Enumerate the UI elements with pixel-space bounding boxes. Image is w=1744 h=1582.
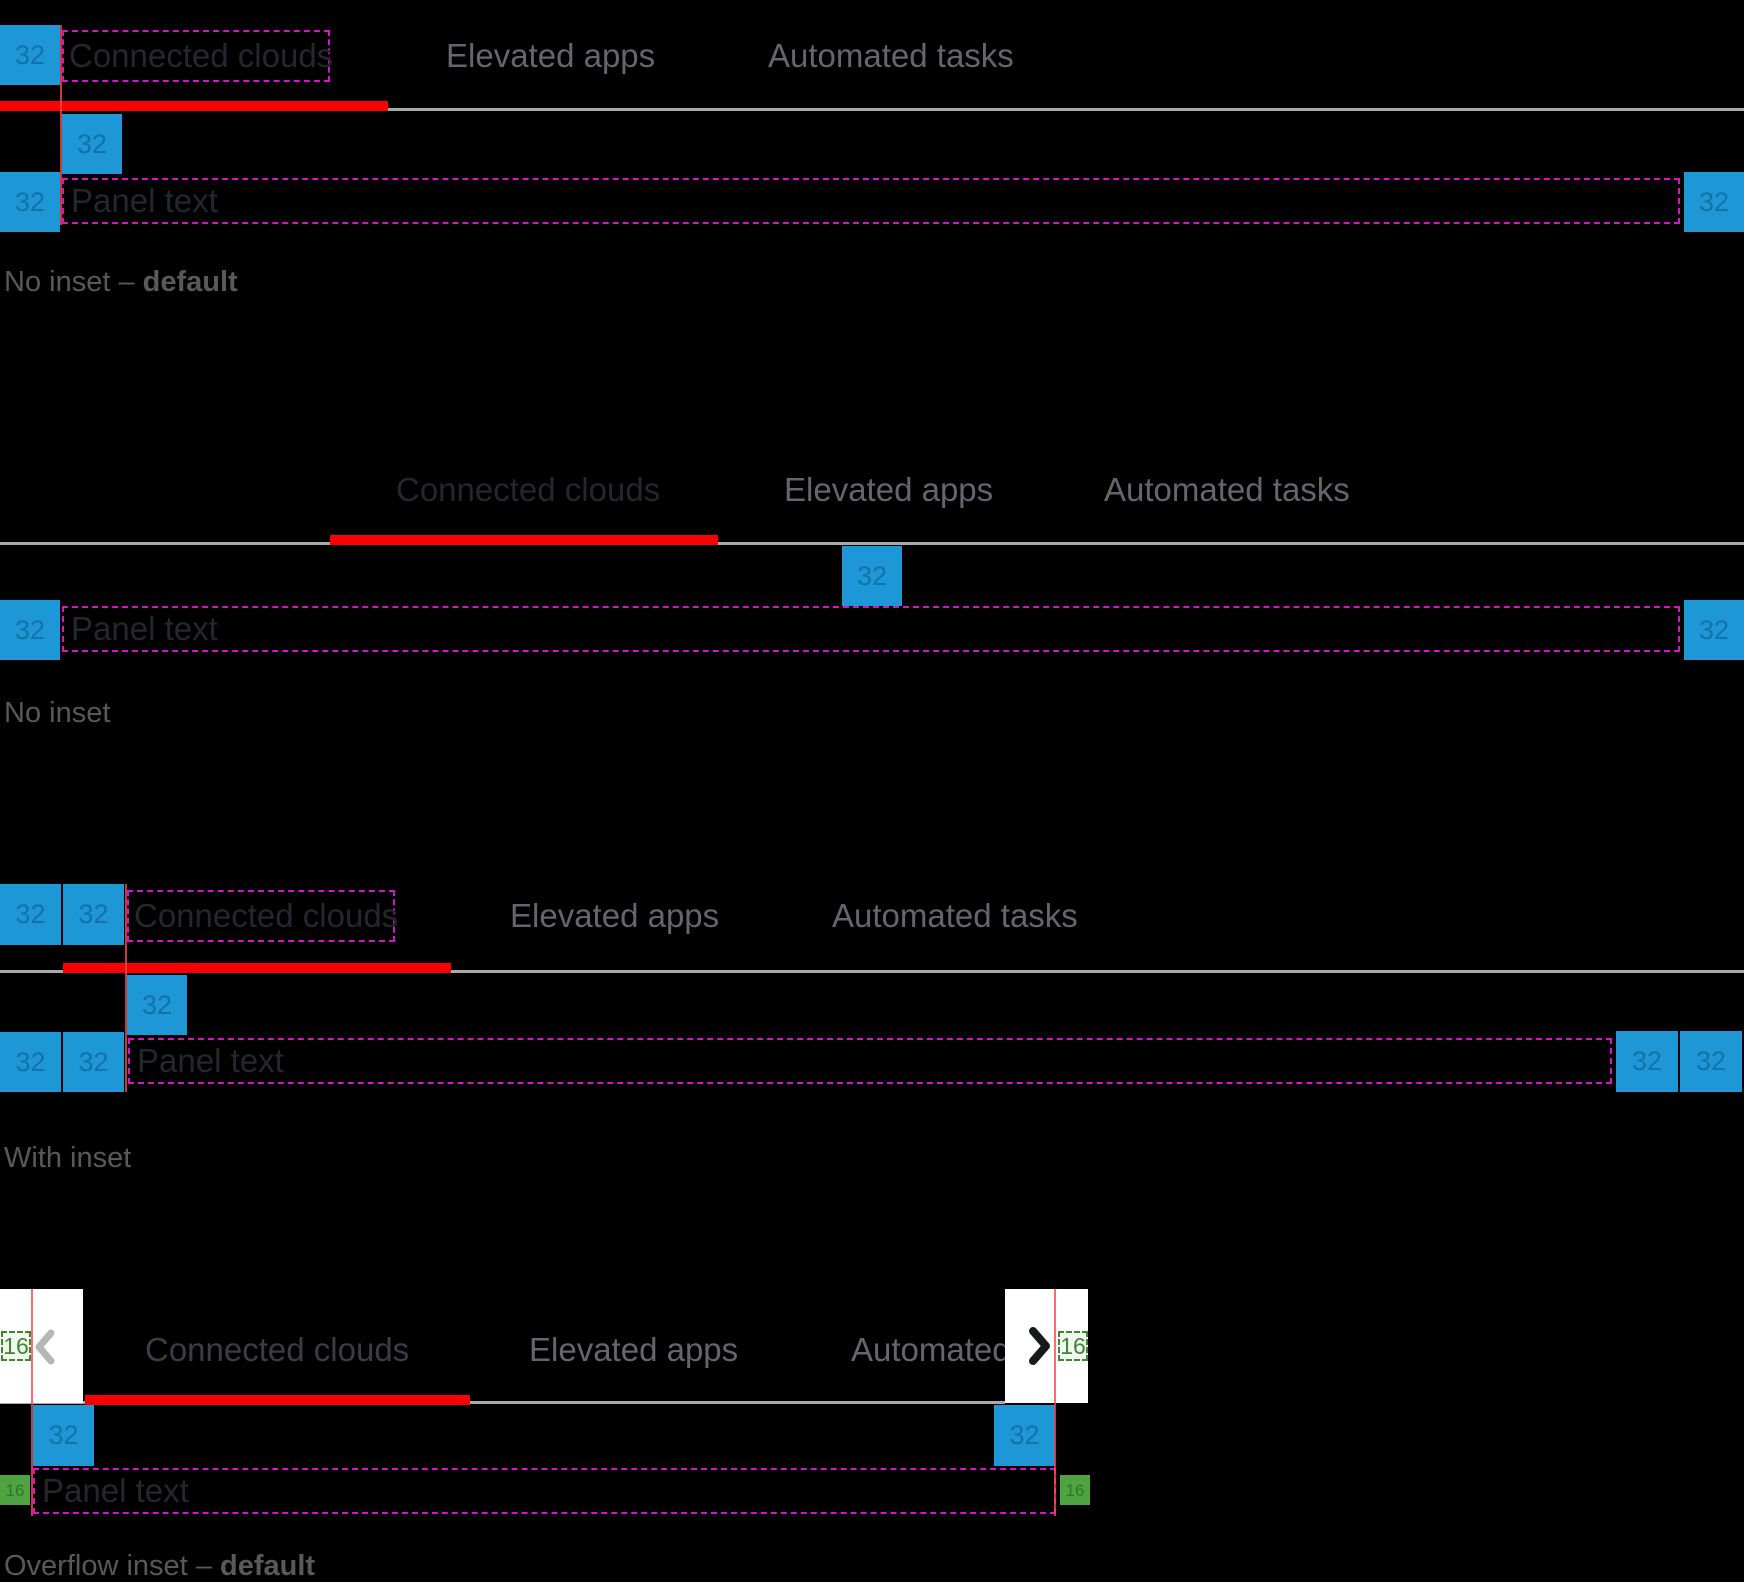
active-tab-underline	[63, 963, 451, 973]
spacer-value: 32	[14, 39, 46, 70]
panel-text: Panel text	[71, 610, 218, 647]
inset-value: 16	[1060, 1332, 1086, 1359]
section-label-bold: default	[142, 266, 238, 298]
spacer-32: 32	[62, 114, 122, 174]
tabs-border	[0, 108, 1744, 111]
panel-annotation-box: Panel text	[62, 606, 1680, 652]
measurement-line	[125, 884, 127, 1092]
active-tab-underline	[330, 535, 718, 545]
spacer-32: 32	[1684, 172, 1744, 232]
inset-value: 16	[3, 1332, 29, 1359]
spacer-value: 32	[1631, 1046, 1663, 1076]
measurement-line	[60, 25, 62, 225]
panel-annotation-box: Panel text	[128, 1038, 1612, 1084]
tabs-border	[0, 1401, 1005, 1404]
tab-automated-tasks[interactable]: Automated tasks	[832, 897, 1078, 934]
spacer-32: 32	[0, 172, 60, 232]
tab-elevated-apps[interactable]: Elevated apps	[529, 1331, 739, 1368]
spacer-32: 32	[33, 1405, 94, 1466]
section-label: With inset	[4, 1142, 131, 1174]
spacer-value: 32	[1695, 1046, 1727, 1076]
spacer-value: 32	[1009, 1420, 1040, 1450]
spacer-32: 32	[127, 975, 187, 1035]
tab-connected-clouds[interactable]: Connected clouds	[145, 1331, 410, 1368]
active-tab-underline	[85, 1395, 470, 1405]
tabs-border	[0, 970, 1744, 973]
tab-automated-tasks: Automated tasks	[851, 1331, 1005, 1368]
spacer-16: 16	[1060, 1475, 1090, 1505]
section-label: Overflow inset – default	[4, 1550, 315, 1582]
tab-label-annotation-box: Connected clouds	[62, 30, 334, 82]
tab-elevated-apps[interactable]: Elevated apps	[784, 471, 994, 508]
tab-connected-clouds[interactable]: Connected clouds	[396, 471, 661, 508]
spacer-value: 32	[1698, 614, 1730, 645]
spacer-value: 32	[15, 899, 46, 929]
spacer-32: 32	[0, 884, 61, 945]
tab-elevated-apps[interactable]: Elevated apps	[510, 897, 720, 934]
panel-text: Panel text	[137, 1042, 284, 1079]
angle-left-icon[interactable]	[32, 1329, 56, 1365]
measurement-line	[31, 1289, 33, 1516]
spacer-32: 32	[1684, 600, 1744, 660]
spacer-32: 32	[0, 25, 60, 85]
spacer-value: 32	[76, 128, 108, 159]
spacer-32: 32	[994, 1405, 1055, 1466]
tab-automated-tasks-clipped[interactable]: Automated tasks	[851, 1328, 1005, 1372]
section-label-text: With inset	[4, 1142, 132, 1174]
spacer-value: 32	[15, 1046, 46, 1077]
spacer-32: 32	[63, 1032, 124, 1092]
spacer-32: 32	[0, 600, 60, 660]
spacer-value: 32	[14, 186, 46, 217]
tab-elevated-apps[interactable]: Elevated apps	[446, 37, 656, 74]
tab-automated-tasks[interactable]: Automated tasks	[768, 37, 1014, 74]
spacer-32: 32	[63, 884, 124, 945]
angle-right-icon[interactable]	[1026, 1327, 1052, 1365]
tab-label-annotation-box: Connected clouds	[127, 890, 399, 942]
inset-annotation-box: 16	[1, 1331, 31, 1361]
spacer-value: 16	[5, 1480, 25, 1500]
active-tab-underline	[0, 101, 388, 111]
tabs-border	[0, 542, 1744, 545]
tab-connected-clouds[interactable]: Connected clouds	[69, 37, 334, 74]
spacer-value: 32	[1698, 186, 1730, 217]
spacer-value: 32	[141, 989, 173, 1020]
spacer-32: 32	[842, 546, 902, 606]
panel-annotation-box: Panel text	[62, 178, 1680, 224]
section-label-text: Overflow inset –	[4, 1550, 220, 1582]
panel-text: Panel text	[71, 182, 218, 219]
section-label-bold: default	[219, 1550, 316, 1582]
tab-connected-clouds[interactable]: Connected clouds	[134, 897, 399, 934]
section-label-text: No inset	[4, 697, 111, 729]
spacer-value: 32	[78, 1046, 109, 1077]
inset-annotation-box: 16	[1058, 1331, 1088, 1361]
section-label-text: No inset –	[4, 266, 143, 298]
section-label: No inset	[4, 697, 110, 729]
spacer-32: 32	[1616, 1031, 1678, 1092]
spacer-value: 32	[14, 614, 46, 645]
section-label: No inset – default	[4, 266, 238, 298]
panel-annotation-box: Panel text	[33, 1468, 1056, 1514]
tab-automated-tasks[interactable]: Automated tasks	[1104, 471, 1350, 508]
spacer-32: 32	[0, 1032, 61, 1092]
measurement-line	[1054, 1289, 1056, 1516]
spacer-value: 16	[1065, 1480, 1085, 1500]
spacer-32: 32	[1680, 1031, 1742, 1092]
spacer-value: 32	[856, 560, 888, 591]
panel-text: Panel text	[42, 1472, 189, 1509]
spacer-value: 32	[48, 1420, 79, 1450]
spacer-16: 16	[0, 1475, 30, 1505]
spacer-value: 32	[78, 899, 109, 929]
